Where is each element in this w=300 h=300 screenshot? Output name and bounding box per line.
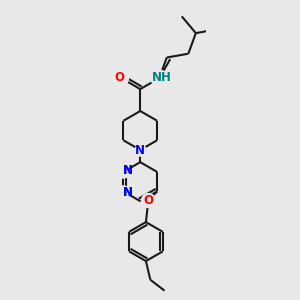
Text: O: O <box>143 194 153 207</box>
Text: O: O <box>115 71 125 84</box>
Text: NH: NH <box>152 71 172 84</box>
Text: N: N <box>123 164 133 177</box>
Text: N: N <box>135 143 145 157</box>
Text: N: N <box>123 186 133 200</box>
Text: N: N <box>123 186 133 200</box>
Text: N: N <box>123 164 133 177</box>
